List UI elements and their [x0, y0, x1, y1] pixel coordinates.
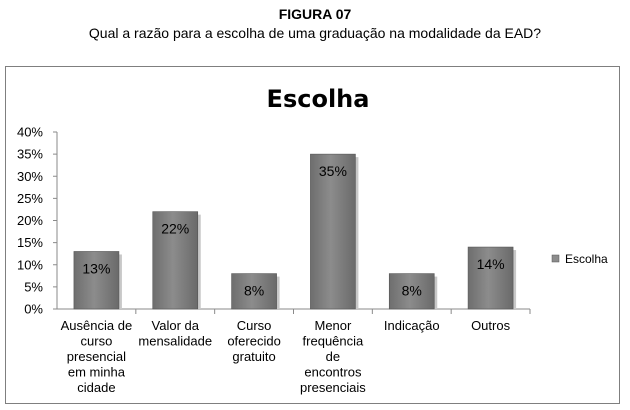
x-category-label: em minha [68, 365, 126, 380]
x-category-label: presencial [67, 349, 126, 364]
data-label: 8% [244, 283, 264, 299]
bar [467, 246, 514, 310]
x-category-label: Valor da [152, 318, 200, 333]
chart-title: Escolha [267, 85, 370, 113]
x-category-label: de [326, 349, 340, 364]
x-category-label: Outros [471, 318, 511, 333]
legend-swatch [551, 254, 560, 263]
x-category-label: Indicação [384, 318, 440, 333]
y-tick-label: 30% [17, 169, 43, 184]
data-label: 13% [82, 260, 110, 276]
x-category-label: presenciais [300, 380, 366, 395]
legend-label: Escolha [565, 252, 608, 266]
bar [388, 273, 435, 310]
figure-caption: Qual a razão para a escolha de uma gradu… [88, 25, 542, 41]
x-category-label: gratuito [232, 349, 275, 364]
y-tick-label: 0% [24, 302, 43, 317]
data-label: 22% [161, 221, 189, 237]
y-tick-label: 20% [17, 213, 43, 228]
y-tick-label: 10% [17, 257, 43, 272]
y-tick-label: 15% [17, 235, 43, 250]
x-category-label: cidade [77, 380, 115, 395]
bar [152, 211, 199, 310]
data-label: 14% [477, 256, 505, 272]
bar [310, 153, 356, 310]
x-category-label: encontros [304, 365, 362, 380]
data-label: 8% [402, 283, 422, 299]
data-label: 35% [319, 163, 347, 179]
x-category-label: Curso [237, 318, 272, 333]
x-category-label: mensalidade [138, 334, 212, 349]
x-category-label: Menor [314, 318, 352, 333]
y-tick-label: 40% [17, 125, 43, 140]
y-tick-label: 35% [17, 147, 43, 162]
x-category-label: oferecido [227, 334, 280, 349]
x-category-label: Ausência de [61, 318, 133, 333]
y-tick-label: 25% [17, 191, 43, 206]
bar [231, 273, 277, 310]
y-tick-label: 5% [24, 279, 43, 294]
figure-label: FIGURA 07 [278, 6, 352, 22]
bar [73, 251, 120, 310]
x-category-label: curso [81, 334, 113, 349]
x-category-label: frequência [303, 334, 364, 349]
